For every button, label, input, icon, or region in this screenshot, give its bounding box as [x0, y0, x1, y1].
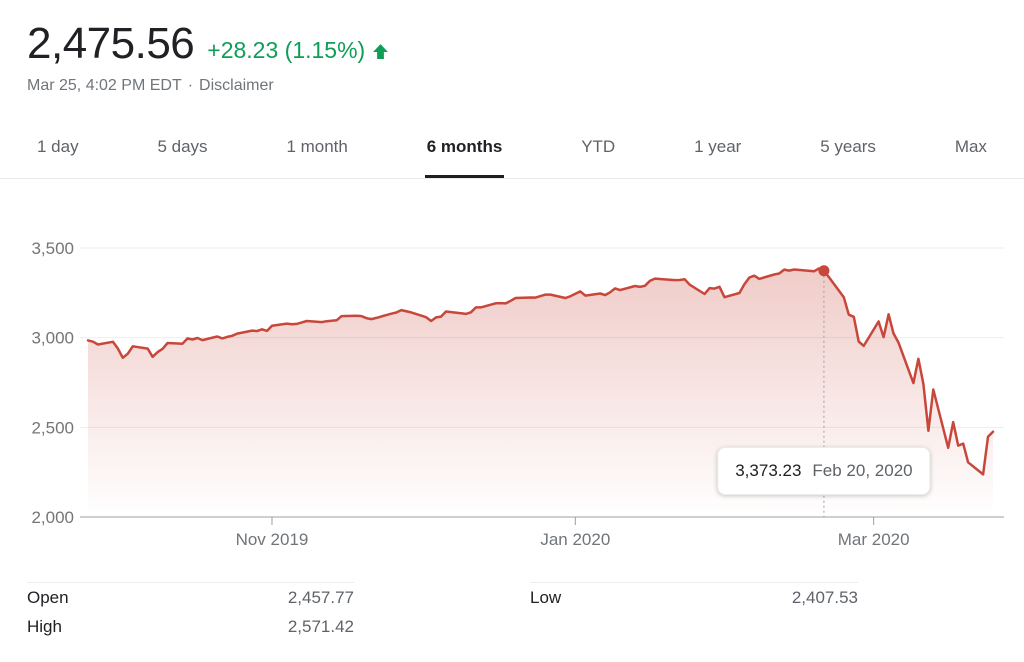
- stat-value: 2,571.42: [287, 616, 354, 636]
- key-stats-left: Open 2,457.77 High 2,571.42: [27, 582, 354, 641]
- tab-1-month[interactable]: 1 month: [284, 118, 349, 178]
- quote-meta: Mar 25, 4:02 PM EDT · Disclaimer: [27, 77, 389, 95]
- x-axis-label: Jan 2020: [540, 530, 610, 549]
- tooltip-value: 3,373.23: [735, 461, 802, 480]
- y-axis-label: 3,500: [31, 239, 74, 258]
- disclaimer-link[interactable]: Disclaimer: [199, 77, 274, 94]
- trend-up-arrow-icon: [373, 44, 389, 59]
- stat-label: Open: [27, 587, 69, 607]
- tooltip-date: Feb 20, 2020: [812, 461, 913, 480]
- price-chart[interactable]: 3,500 3,000 2,500 2,000 Nov 2019 Jan 2020 Mar …: [0, 190, 1024, 562]
- quote-header: 2,475.56 +28.23 (1.15%) Mar 25, 4:02 PM …: [27, 22, 389, 95]
- stat-label: High: [27, 616, 62, 636]
- x-axis-label: Mar 2020: [838, 530, 910, 549]
- stat-row-high: High 2,571.42: [27, 612, 354, 641]
- highlight-dot: [818, 265, 830, 277]
- y-axis-label: 3,000: [31, 329, 74, 348]
- y-axis-label: 2,500: [31, 418, 74, 437]
- stat-label: Low: [530, 587, 562, 607]
- quote-timestamp: Mar 25, 4:02 PM EDT: [27, 77, 182, 94]
- meta-separator: ·: [187, 77, 194, 94]
- current-price: 2,475.56: [27, 19, 195, 68]
- tab-6-months[interactable]: 6 months: [424, 118, 505, 178]
- tab-1-year[interactable]: 1 year: [692, 118, 743, 178]
- chart-tooltip: 3,373.23 Feb 20, 2020: [717, 447, 931, 495]
- tab-ytd[interactable]: YTD: [579, 118, 617, 178]
- time-range-tabs: 1 day 5 days 1 month 6 months YTD 1 year…: [0, 118, 1024, 179]
- tab-max[interactable]: Max: [953, 118, 989, 178]
- price-change: +28.23 (1.15%): [207, 37, 366, 63]
- y-axis-label: 2,000: [31, 508, 74, 527]
- stat-row-open: Open 2,457.77: [27, 583, 354, 612]
- tab-5-days[interactable]: 5 days: [155, 118, 209, 178]
- stat-value: 2,457.77: [287, 587, 354, 607]
- price-change-group: +28.23 (1.15%): [207, 39, 389, 62]
- x-axis-label: Nov 2019: [236, 530, 309, 549]
- tab-1-day[interactable]: 1 day: [35, 118, 81, 178]
- price-line: [86, 267, 995, 476]
- tab-5-years[interactable]: 5 years: [818, 118, 878, 178]
- stat-value: 2,407.53: [791, 587, 858, 607]
- price-row: 2,475.56 +28.23 (1.15%): [27, 22, 389, 66]
- stat-row-low: Low 2,407.53: [530, 583, 858, 612]
- key-stats-right: Low 2,407.53: [530, 582, 858, 612]
